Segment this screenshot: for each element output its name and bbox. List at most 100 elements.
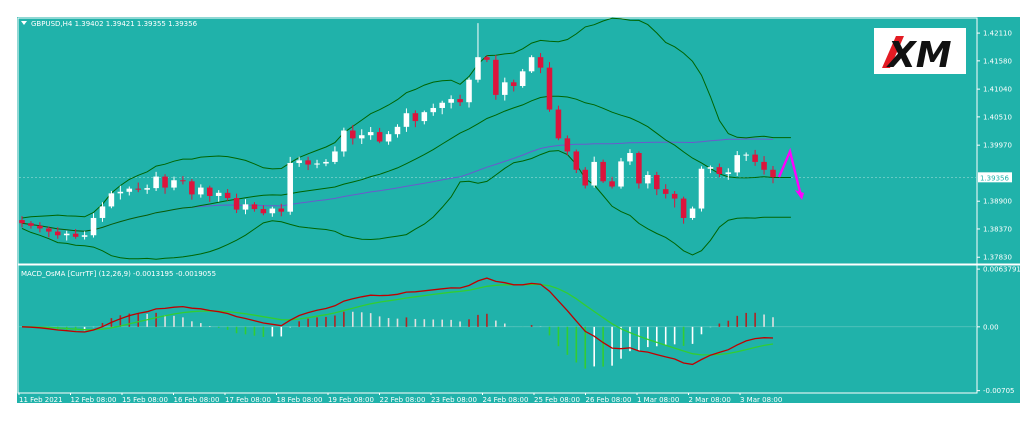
candle-body (448, 99, 454, 103)
candle (537, 53, 544, 74)
candle-body (171, 180, 177, 188)
candle (99, 202, 106, 222)
candle (636, 151, 642, 189)
candle (376, 127, 383, 144)
candle (600, 159, 606, 183)
candle (144, 184, 150, 194)
candle (72, 229, 79, 239)
price-tick-label: 1.42110 (983, 30, 1012, 38)
time-tick-label: 3 Mar 08:00 (740, 396, 782, 404)
candle-body (627, 153, 633, 162)
candle-body (180, 180, 186, 182)
candle (761, 156, 767, 175)
price-tick-label: 1.39970 (983, 142, 1012, 150)
candle-body (198, 187, 204, 195)
candle-body (90, 217, 97, 236)
macd-signal-line (21, 283, 774, 356)
forecast-arrow-head (795, 189, 804, 200)
candle (385, 131, 392, 145)
candle-body (430, 107, 437, 113)
axis-layer: 1.39356 1.42110 1.41580 1.41040 1.40510 1.399… (18, 30, 1021, 404)
candle-body (502, 82, 508, 95)
candle (654, 171, 660, 196)
candle (233, 193, 240, 214)
candle-body (510, 82, 517, 86)
candle (707, 165, 714, 174)
candle-body (645, 175, 651, 184)
macd-tick-label: -0.00705 (983, 387, 1014, 395)
candle (215, 190, 222, 202)
candle (90, 213, 97, 238)
chart-menu-triangle-icon[interactable] (21, 21, 27, 25)
candle-body (484, 57, 490, 60)
candle (314, 159, 320, 169)
time-tick-label: 23 Feb 08:00 (431, 396, 477, 404)
candle (287, 156, 293, 215)
macd-lines-layer (21, 277, 774, 366)
candle (126, 186, 133, 196)
candle (573, 149, 580, 174)
time-tick-label: 19 Feb 08:00 (328, 396, 374, 404)
candle (716, 163, 723, 178)
candle (358, 129, 365, 144)
candle (627, 149, 633, 165)
candle (457, 94, 463, 107)
candle (421, 110, 428, 125)
candle (662, 184, 669, 199)
bollinger-bands-layer (21, 17, 791, 260)
candle (645, 171, 651, 189)
candle (269, 206, 276, 217)
time-tick-label: 22 Feb 08:00 (380, 396, 426, 404)
candle-body (19, 220, 25, 224)
candle (135, 182, 141, 193)
candle (189, 179, 195, 200)
candle-body (466, 79, 472, 103)
candle-body (108, 193, 115, 207)
candle-body (46, 228, 52, 232)
candle (752, 149, 758, 166)
candle-body (135, 188, 141, 190)
candle-body (358, 135, 365, 139)
candle (519, 68, 526, 88)
candle (502, 77, 508, 101)
current-price-box (978, 172, 1012, 183)
candle (341, 127, 347, 157)
candle-body (671, 193, 678, 199)
candle-body (493, 59, 499, 95)
candle (81, 231, 88, 240)
candle (689, 206, 696, 220)
candle (296, 156, 302, 167)
candle-body (600, 161, 606, 182)
candle (206, 185, 213, 202)
candle (403, 108, 410, 132)
candle-body (770, 169, 776, 178)
price-tick-label: 1.38900 (983, 198, 1012, 206)
candle-body (287, 162, 293, 212)
candle (680, 196, 687, 224)
candle (412, 110, 419, 128)
time-tick-label: 11 Feb 2021 (19, 396, 63, 404)
candle (734, 151, 741, 176)
candle-body (475, 57, 481, 80)
candle (108, 190, 115, 209)
candle-body (591, 161, 597, 186)
candle-body (332, 151, 338, 162)
candle (439, 100, 445, 115)
candle-body (269, 208, 276, 214)
candle (430, 103, 437, 116)
forecast-arrow-line (777, 147, 803, 197)
candle (54, 227, 61, 239)
candle-body (28, 223, 34, 226)
time-tick-label: 16 Feb 08:00 (174, 396, 220, 404)
candle-body (609, 181, 615, 187)
candle (63, 230, 70, 241)
candle-body (573, 151, 580, 170)
candle-body (519, 71, 526, 86)
price-tick-label: 1.41580 (983, 57, 1012, 65)
macd-main-line (21, 277, 774, 366)
candle-body (81, 235, 88, 237)
candle (180, 176, 186, 185)
candle-body (457, 99, 463, 103)
